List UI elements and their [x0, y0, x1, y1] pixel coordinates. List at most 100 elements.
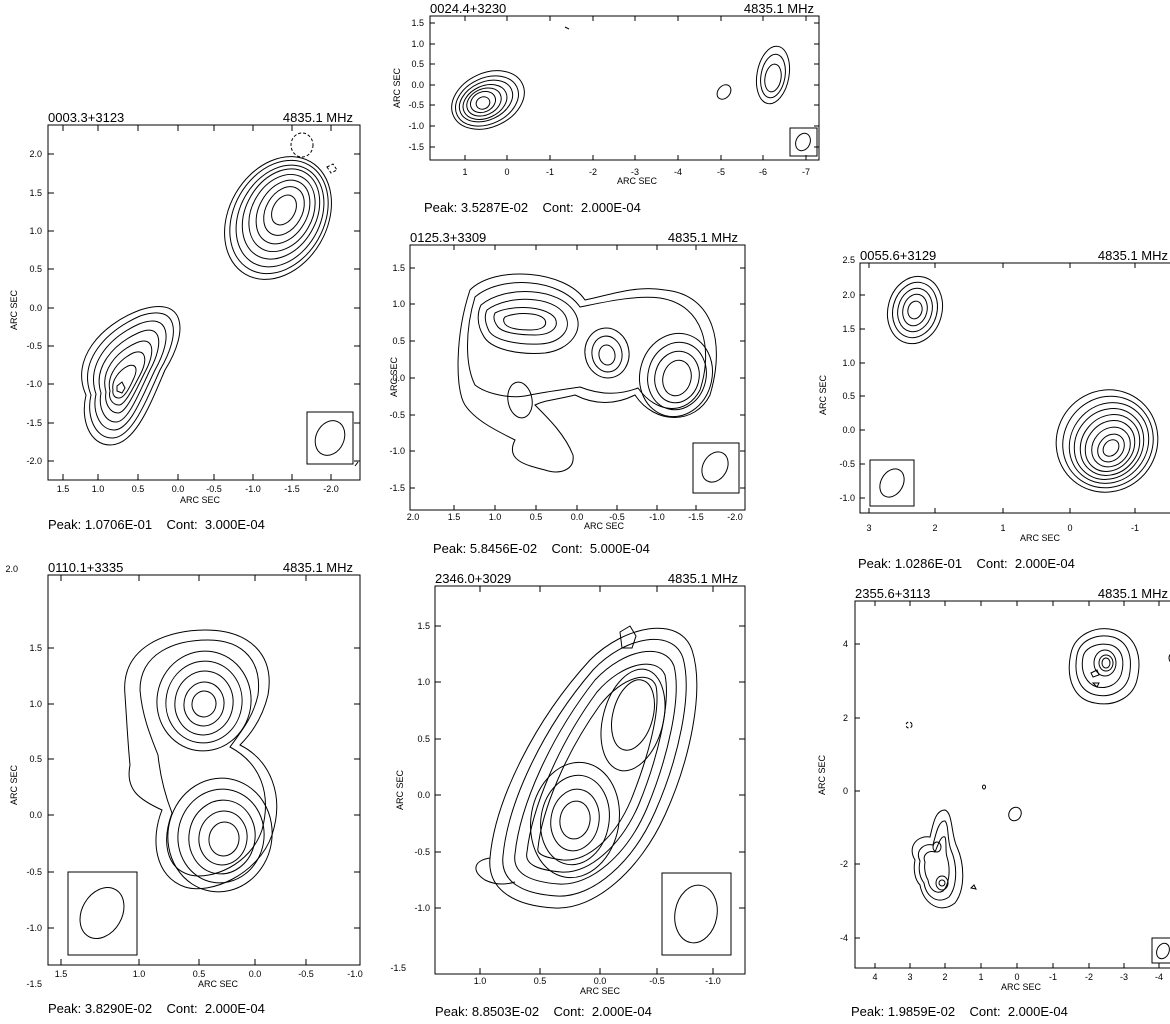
y-axis-label: ARC SEC	[389, 356, 399, 397]
tick-marks	[48, 125, 360, 480]
peak-value: Peak: 1.0286E-01	[858, 556, 963, 571]
contours-complex-source	[457, 273, 717, 473]
x-tick-label: 1.5	[448, 512, 461, 522]
y-axis: 2.5 2.0 1.5 1.0 0.5 0.0 -0.5 -1.0 ARC SE…	[818, 255, 855, 503]
x-tick-label: 1	[1000, 523, 1005, 533]
contour-map-0024: 0024.4+3230 4835.1 MHz 1 0 -1 -2 -3 -4 -…	[390, 0, 830, 220]
source-name: 0055.6+3129	[860, 248, 936, 263]
x-tick-label: -3	[631, 167, 639, 177]
peak-value: Peak: 1.0706E-01	[48, 517, 153, 532]
panel-caption: Peak: 1.9859E-02 Cont: 2.000E-04	[851, 1004, 1068, 1019]
beam-inset	[1151, 937, 1170, 964]
x-tick-label: -2	[589, 167, 597, 177]
x-tick-label: -1	[1131, 523, 1139, 533]
plot-frame	[47, 124, 361, 481]
x-tick-label: -1	[546, 167, 554, 177]
y-tick-label: 1.5	[29, 643, 42, 653]
tick-marks	[855, 601, 1160, 968]
y-tick-label: -1.0	[408, 121, 424, 131]
frequency-label: 4835.1 MHz	[1098, 248, 1168, 263]
x-tick-label: -4	[1155, 972, 1163, 982]
x-tick-label: -0.5	[206, 484, 222, 494]
y-tick-label: -2	[840, 859, 848, 869]
contours-faint-features	[905, 721, 1022, 822]
cont-value: Cont: 2.000E-04	[969, 1004, 1068, 1019]
contours-double-source	[124, 629, 278, 893]
panel-caption: Peak: 1.0286E-01 Cont: 2.000E-04	[858, 556, 1075, 571]
x-tick-label: -1.0	[245, 484, 261, 494]
x-tick-label: 3	[866, 523, 871, 533]
x-tick-label: 3	[907, 972, 912, 982]
cont-value: Cont: 3.000E-04	[166, 517, 265, 532]
y-tick-label: 0.5	[392, 336, 405, 346]
contour-map-0110-svg: 0110.1+3335 4835.1 MHz 1.5 1.0 0.5 0.0 -…	[5, 560, 363, 989]
cont-value: Cont: 2.000E-04	[553, 1004, 652, 1019]
y-axis-label: ARC SEC	[392, 67, 402, 108]
contour-map-0024-svg: 0024.4+3230 4835.1 MHz 1 0 -1 -2 -3 -4 -…	[392, 1, 820, 186]
beam-inset	[692, 442, 740, 494]
contour-map-0055-svg: 0055.6+3129 4835.1 MHz 3 2 1 0 -1 ARC SE…	[818, 248, 1170, 543]
y-axis: 4 2 0 -2 -4 ARC SEC	[817, 639, 848, 943]
peak-value: Peak: 3.5287E-02	[424, 200, 529, 215]
contours-southeast-component	[911, 809, 977, 909]
y-axis-label: ARC SEC	[9, 764, 19, 805]
y-axis-label: ARC SEC	[817, 754, 827, 795]
x-tick-label: 0	[1014, 972, 1019, 982]
source-name: 0110.1+3335	[48, 560, 123, 575]
x-tick-label: 1.0	[489, 512, 502, 522]
x-tick-label: -3	[1120, 972, 1128, 982]
x-tick-label: 2.0	[407, 512, 420, 522]
y-tick-label: 0.0	[392, 373, 405, 383]
x-tick-label: 0.0	[249, 969, 262, 979]
panel-caption: Peak: 3.8290E-02 Cont: 2.000E-04	[48, 1001, 265, 1016]
y-tick-label: 0.5	[29, 264, 42, 274]
y-axis: 2.0 1.5 1.0 0.5 0.0 -0.5 -1.0 -1.5 ARC S…	[5, 564, 42, 989]
beam-inset	[869, 459, 915, 507]
y-tick-label: 1.0	[29, 226, 42, 236]
cont-value: Cont: 2.000E-04	[166, 1001, 265, 1016]
y-tick-label: -1.5	[390, 963, 406, 973]
x-tick-label: -1.5	[688, 512, 704, 522]
contours-upper-component	[224, 132, 338, 280]
y-tick-label: -1.5	[26, 418, 42, 428]
y-tick-label: -1.5	[26, 979, 42, 989]
y-tick-label: -1.5	[389, 483, 405, 493]
x-axis-label: ARC SEC	[617, 176, 658, 186]
frequency-label: 4835.1 MHz	[283, 110, 353, 125]
plot-frame	[854, 600, 1170, 969]
x-tick-label: 1.0	[92, 484, 105, 494]
peak-value: Peak: 8.8503E-02	[435, 1004, 540, 1019]
beam-inset	[67, 871, 138, 956]
contour-map-2346: 2346.0+3029 4835.1 MHz 1.0 0.5 0.0 -0.5 …	[390, 570, 795, 1024]
x-tick-label: -1	[1049, 972, 1057, 982]
plot-frame	[429, 15, 820, 161]
x-tick-label: 0.5	[534, 976, 547, 986]
x-tick-label: 0.5	[193, 969, 206, 979]
x-axis: 1.5 1.0 0.5 0.0 -0.5 -1.0 ARC SEC	[55, 969, 363, 989]
y-tick-label: -0.5	[389, 410, 405, 420]
y-tick-label: 0.0	[417, 790, 430, 800]
x-tick-label: 1.5	[55, 969, 68, 979]
y-tick-label: -1.0	[26, 923, 42, 933]
x-tick-label: 1.0	[133, 969, 146, 979]
y-tick-label: 2	[843, 713, 848, 723]
x-tick-label: -0.5	[649, 976, 665, 986]
y-tick-label: -0.5	[839, 459, 855, 469]
y-axis: 1.5 1.0 0.5 0.0 -0.5 -1.0 -1.5 ARC SEC	[389, 263, 405, 493]
x-tick-label: 4	[872, 972, 877, 982]
x-tick-label: 1	[462, 167, 467, 177]
source-name: 0003.3+3123	[48, 110, 124, 125]
frequency-label: 4835.1 MHz	[1098, 586, 1168, 601]
y-axis-label: ARC SEC	[9, 289, 19, 330]
plot-frame	[859, 262, 1170, 514]
y-tick-label: 1.5	[417, 621, 430, 631]
contours-upper-left-component	[886, 275, 944, 345]
x-axis: 3 2 1 0 -1 ARC SEC	[866, 523, 1139, 543]
y-tick-label: 2.0	[842, 290, 855, 300]
x-axis: 1.0 0.5 0.0 -0.5 -1.0 ARC SEC	[474, 976, 721, 996]
x-tick-label: -2.0	[323, 484, 339, 494]
peak-value: Peak: 1.9859E-02	[851, 1004, 956, 1019]
x-axis-label: ARC SEC	[1001, 982, 1042, 992]
tick-marks	[410, 245, 745, 510]
x-tick-label: 0.0	[172, 484, 185, 494]
